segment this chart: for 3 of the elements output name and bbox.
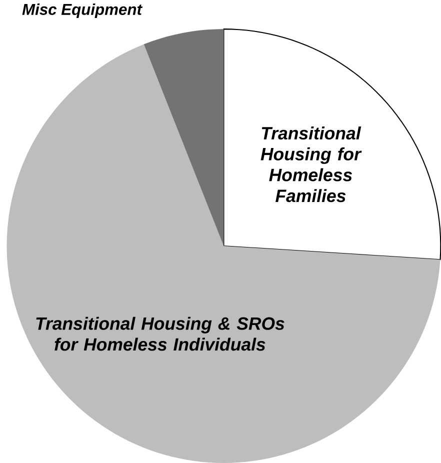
slice-label: Transitional Housing & SROs for Homeless Individuals [36, 316, 284, 351]
slice-label: Misc Equipment [22, 3, 142, 18]
slice-label: Transitional Housing for Homeless Families [260, 126, 362, 202]
